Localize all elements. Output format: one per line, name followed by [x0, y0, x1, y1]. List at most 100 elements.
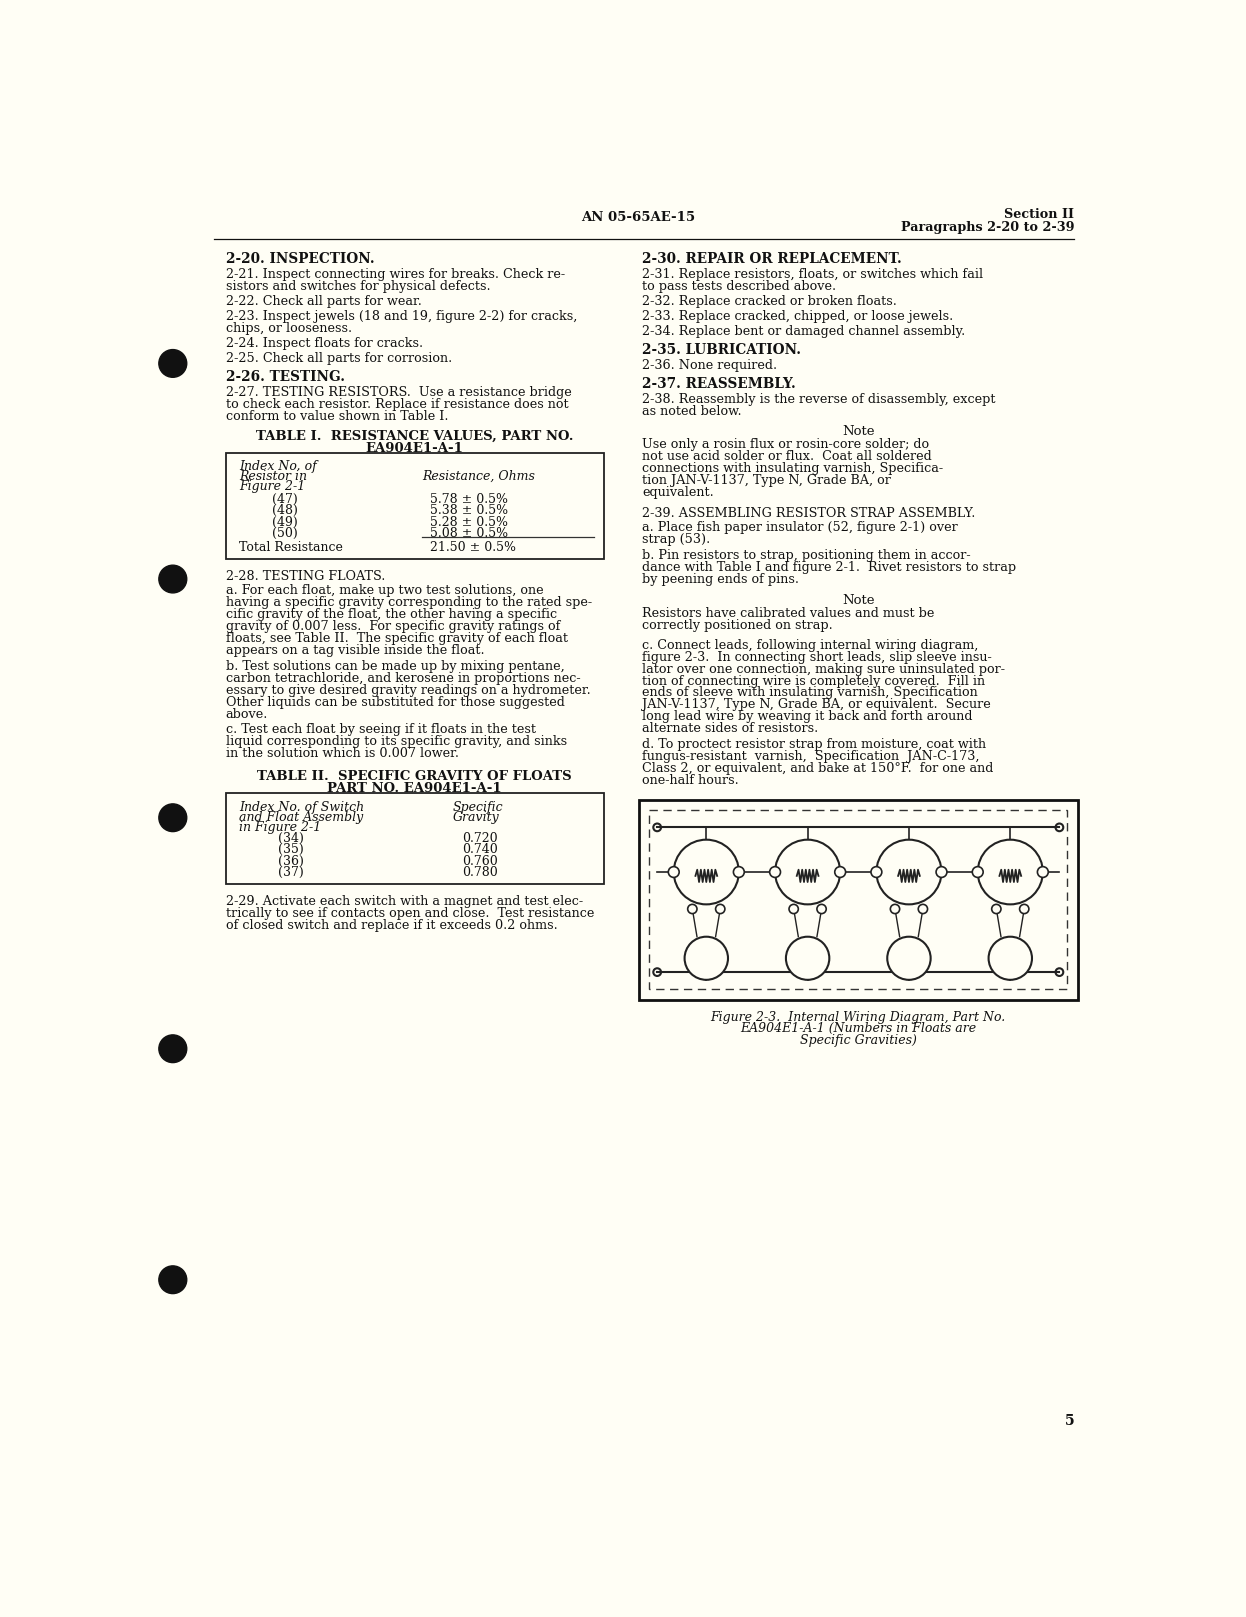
Text: 5.78 ± 0.5%: 5.78 ± 0.5% — [430, 493, 508, 506]
Text: (36): (36) — [278, 855, 304, 868]
Text: having a specific gravity corresponding to the rated spe-: having a specific gravity corresponding … — [226, 597, 592, 610]
Text: c. Test each float by seeing if it floats in the test: c. Test each float by seeing if it float… — [226, 723, 536, 736]
Text: 2-24. Inspect floats for cracks.: 2-24. Inspect floats for cracks. — [226, 336, 422, 349]
Text: Figure 2-1: Figure 2-1 — [239, 480, 305, 493]
Text: (48): (48) — [272, 505, 298, 517]
Text: .760: .760 — [792, 951, 822, 964]
Text: 0.740: 0.740 — [462, 842, 497, 855]
Circle shape — [1019, 904, 1029, 914]
Text: cific gravity of the float, the other having a specific: cific gravity of the float, the other ha… — [226, 608, 557, 621]
Text: floats, see Table II.  The specific gravity of each float: floats, see Table II. The specific gravi… — [226, 632, 567, 645]
Text: of closed switch and replace if it exceeds 0.2 ohms.: of closed switch and replace if it excee… — [226, 918, 557, 931]
Text: 2-32. Replace cracked or broken floats.: 2-32. Replace cracked or broken floats. — [643, 294, 897, 307]
Text: ends of sleeve with insulating varnish, Specification: ends of sleeve with insulating varnish, … — [643, 687, 978, 700]
Bar — [226, 792, 604, 884]
Text: NO.49: NO.49 — [789, 844, 827, 855]
Text: 2-38. Reassembly is the reverse of disassembly, except: 2-38. Reassembly is the reverse of disas… — [643, 393, 996, 406]
Text: c. Connect leads, following internal wiring diagram,: c. Connect leads, following internal wir… — [643, 639, 979, 652]
Circle shape — [887, 936, 931, 980]
Text: AN 05-65AE-15: AN 05-65AE-15 — [582, 210, 695, 225]
Text: 5: 5 — [1064, 1415, 1074, 1428]
Text: lator over one connection, making sure uninsulated por-: lator over one connection, making sure u… — [643, 663, 1006, 676]
Text: 2-27. TESTING RESISTORS.  Use a resistance bridge: 2-27. TESTING RESISTORS. Use a resistanc… — [226, 386, 571, 399]
Text: as noted below.: as noted below. — [643, 406, 743, 419]
Text: 2-29. Activate each switch with a magnet and test elec-: 2-29. Activate each switch with a magnet… — [226, 894, 583, 907]
Text: Resistors have calibrated values and must be: Resistors have calibrated values and mus… — [643, 606, 934, 621]
Text: fungus-resistant  varnish,  Specification  JAN-C-173,: fungus-resistant varnish, Specification … — [643, 750, 979, 763]
Text: EA904E1-A-1: EA904E1-A-1 — [365, 441, 464, 454]
Text: Gravity: Gravity — [452, 810, 500, 823]
Text: (35): (35) — [278, 842, 304, 855]
Text: NO.50: NO.50 — [687, 844, 725, 855]
Circle shape — [992, 904, 1001, 914]
Text: gravity of 0.007 less.  For specific gravity ratings of: gravity of 0.007 less. For specific grav… — [226, 621, 559, 634]
Text: (50): (50) — [272, 527, 298, 540]
Text: dance with Table I and figure 2-1.  Rivet resistors to strap: dance with Table I and figure 2-1. Rivet… — [643, 561, 1017, 574]
Text: 0.760: 0.760 — [462, 855, 497, 868]
Text: tion of connecting wire is completely covered.  Fill in: tion of connecting wire is completely co… — [643, 674, 986, 687]
Text: Figure 2-3.  Internal Wiring Diagram, Part No.: Figure 2-3. Internal Wiring Diagram, Par… — [710, 1011, 1006, 1024]
Text: a. For each float, make up two test solutions, one: a. For each float, make up two test solu… — [226, 584, 543, 597]
Text: liquid corresponding to its specific gravity, and sinks: liquid corresponding to its specific gra… — [226, 736, 567, 749]
Text: one-half hours.: one-half hours. — [643, 775, 739, 787]
Text: Index No. of Switch: Index No. of Switch — [239, 800, 365, 813]
Text: carbon tetrachloride, and kerosene in proportions nec-: carbon tetrachloride, and kerosene in pr… — [226, 671, 581, 686]
Text: sistors and switches for physical defects.: sistors and switches for physical defect… — [226, 280, 490, 293]
Text: NO.47: NO.47 — [991, 844, 1029, 855]
Text: .780: .780 — [692, 951, 721, 964]
Circle shape — [715, 904, 725, 914]
Circle shape — [835, 867, 846, 878]
Text: 21.50 ± 0.5%: 21.50 ± 0.5% — [430, 540, 516, 553]
Text: 5.08 ± 0.5%: 5.08 ± 0.5% — [430, 527, 508, 540]
Text: Total Resistance: Total Resistance — [239, 540, 344, 553]
Circle shape — [789, 904, 799, 914]
Text: connections with insulating varnish, Specifica-: connections with insulating varnish, Spe… — [643, 462, 943, 475]
Circle shape — [817, 904, 826, 914]
Circle shape — [688, 904, 697, 914]
Text: Section II: Section II — [1004, 209, 1074, 222]
Circle shape — [158, 349, 187, 377]
Text: 2-20. INSPECTION.: 2-20. INSPECTION. — [226, 252, 374, 265]
Text: Use only a rosin flux or rosin-core solder; do: Use only a rosin flux or rosin-core sold… — [643, 438, 930, 451]
Text: 5.38 ± 0.5%: 5.38 ± 0.5% — [430, 505, 508, 517]
Text: chips, or looseness.: chips, or looseness. — [226, 322, 351, 335]
Text: (34): (34) — [278, 831, 304, 844]
Bar — [226, 453, 604, 559]
Text: TABLE II.  SPECIFIC GRAVITY OF FLOATS: TABLE II. SPECIFIC GRAVITY OF FLOATS — [257, 770, 572, 783]
Text: figure 2-3.  In connecting short leads, slip sleeve insu-: figure 2-3. In connecting short leads, s… — [643, 650, 992, 663]
Text: 2-31. Replace resistors, floats, or switches which fail: 2-31. Replace resistors, floats, or swit… — [643, 268, 983, 281]
Circle shape — [988, 936, 1032, 980]
Circle shape — [158, 1035, 187, 1062]
Text: Index No. of: Index No. of — [239, 461, 318, 474]
Text: in Figure 2-1: in Figure 2-1 — [239, 821, 321, 834]
Circle shape — [668, 867, 679, 878]
Circle shape — [158, 804, 187, 831]
Text: d. To proctect resistor strap from moisture, coat with: d. To proctect resistor strap from moist… — [643, 737, 987, 750]
Text: 5.38Ω: 5.38Ω — [893, 886, 925, 894]
Text: conform to value shown in Table I.: conform to value shown in Table I. — [226, 411, 449, 424]
Text: Resistance, Ohms: Resistance, Ohms — [422, 469, 535, 483]
Text: trically to see if contacts open and close.  Test resistance: trically to see if contacts open and clo… — [226, 907, 594, 920]
Text: Specific: Specific — [452, 800, 503, 813]
Circle shape — [871, 867, 882, 878]
Text: a. Place fish paper insulator (52, figure 2-1) over: a. Place fish paper insulator (52, figur… — [643, 521, 958, 534]
Text: 2-30. REPAIR OR REPLACEMENT.: 2-30. REPAIR OR REPLACEMENT. — [643, 252, 902, 265]
Text: 2-28. TESTING FLOATS.: 2-28. TESTING FLOATS. — [226, 569, 385, 582]
Bar — [639, 800, 1078, 999]
Text: NO.48: NO.48 — [890, 844, 928, 855]
Text: 2-39. ASSEMBLING RESISTOR STRAP ASSEMBLY.: 2-39. ASSEMBLING RESISTOR STRAP ASSEMBLY… — [643, 508, 976, 521]
Text: 2-22. Check all parts for wear.: 2-22. Check all parts for wear. — [226, 294, 421, 307]
Text: above.: above. — [226, 708, 268, 721]
Circle shape — [775, 839, 840, 904]
Text: (47): (47) — [272, 493, 298, 506]
Text: appears on a tag visible inside the float.: appears on a tag visible inside the floa… — [226, 644, 485, 657]
Text: tion JAN-V-1137, Type N, Grade BA, or: tion JAN-V-1137, Type N, Grade BA, or — [643, 474, 891, 487]
Text: essary to give desired gravity readings on a hydrometer.: essary to give desired gravity readings … — [226, 684, 591, 697]
Text: Specific Gravities): Specific Gravities) — [800, 1033, 917, 1046]
Text: 0.720: 0.720 — [462, 831, 497, 844]
Circle shape — [978, 839, 1043, 904]
Text: 2-37. REASSEMBLY.: 2-37. REASSEMBLY. — [643, 377, 796, 391]
Circle shape — [674, 839, 739, 904]
Text: 5.28Ω: 5.28Ω — [791, 886, 824, 894]
Text: 2-25. Check all parts for corrosion.: 2-25. Check all parts for corrosion. — [226, 353, 452, 365]
